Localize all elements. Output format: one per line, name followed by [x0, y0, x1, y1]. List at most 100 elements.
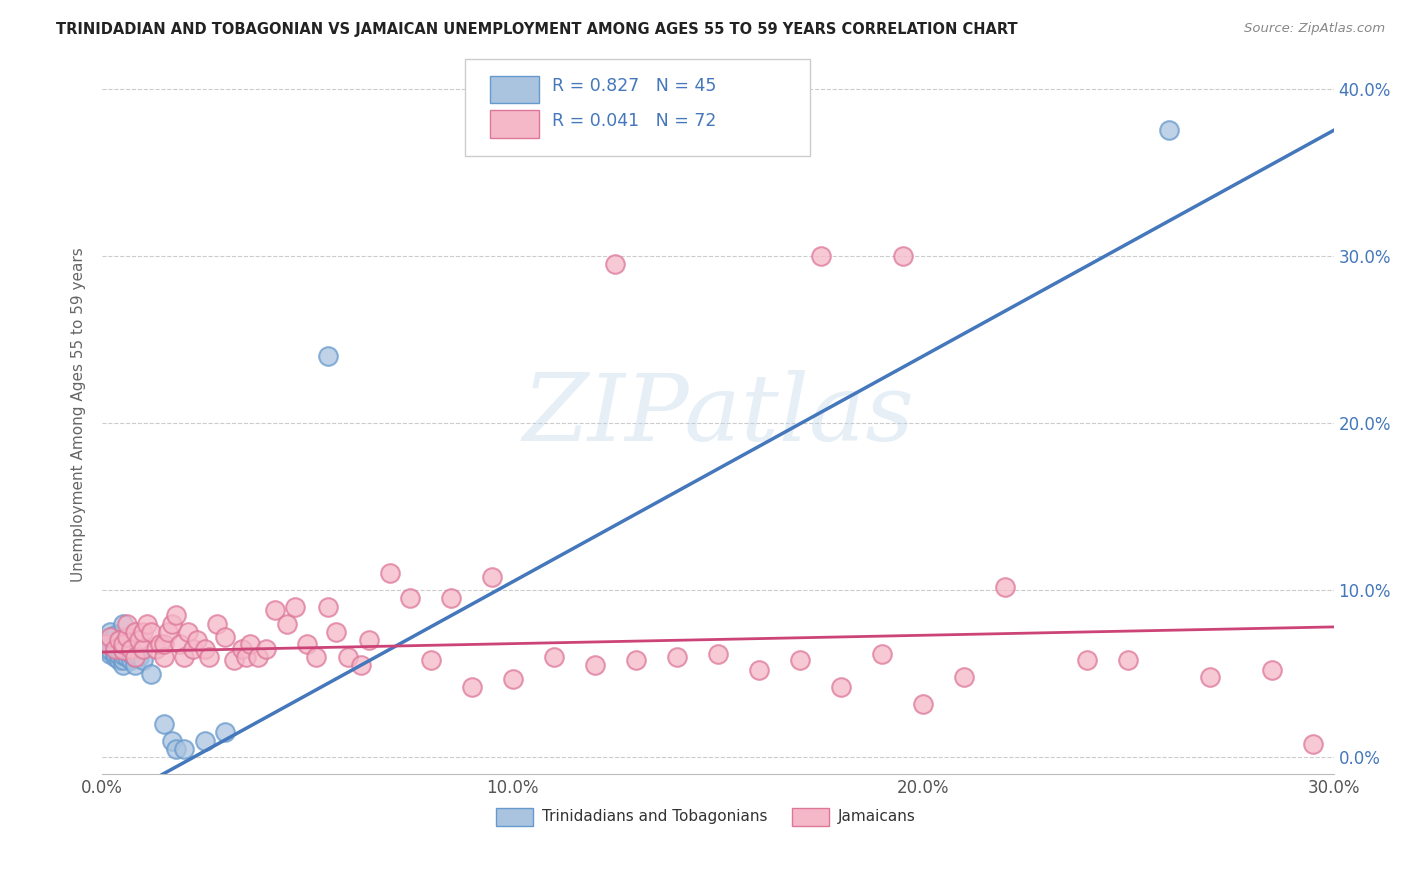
- Text: R = 0.827   N = 45: R = 0.827 N = 45: [551, 77, 716, 95]
- Point: [128, 633, 150, 648]
- Text: TRINIDADIAN AND TOBAGONIAN VS JAMAICAN UNEMPLOYMENT AMONG AGES 55 TO 59 YEARS CO: TRINIDADIAN AND TOBAGONIAN VS JAMAICAN U…: [56, 22, 1018, 37]
- Point: [912, 697, 935, 711]
- Point: [173, 650, 195, 665]
- Point: [830, 680, 852, 694]
- Point: [378, 566, 401, 581]
- Point: [707, 647, 730, 661]
- Point: [624, 653, 647, 667]
- Bar: [491, 111, 540, 137]
- Point: [1076, 653, 1098, 667]
- Point: [357, 633, 380, 648]
- Point: [810, 249, 832, 263]
- Point: [149, 637, 172, 651]
- Point: [263, 603, 285, 617]
- Point: [247, 650, 270, 665]
- Point: [111, 643, 134, 657]
- Point: [186, 633, 208, 648]
- Point: [305, 650, 328, 665]
- Point: [198, 650, 221, 665]
- Point: [214, 725, 236, 739]
- Point: [120, 647, 142, 661]
- Point: [165, 608, 187, 623]
- Point: [284, 599, 307, 614]
- Point: [96, 637, 118, 651]
- Text: Source: ZipAtlas.com: Source: ZipAtlas.com: [1244, 22, 1385, 36]
- Point: [350, 658, 373, 673]
- Point: [100, 633, 122, 648]
- Point: [103, 647, 125, 661]
- Point: [107, 653, 129, 667]
- Point: [1159, 123, 1181, 137]
- Point: [100, 630, 122, 644]
- Point: [665, 650, 688, 665]
- Point: [96, 633, 118, 648]
- Point: [111, 637, 134, 651]
- Point: [107, 638, 129, 652]
- Point: [103, 638, 125, 652]
- Point: [1199, 670, 1222, 684]
- Point: [181, 641, 204, 656]
- Point: [100, 630, 122, 644]
- Point: [103, 633, 125, 648]
- Bar: [496, 808, 533, 826]
- Point: [107, 643, 129, 657]
- Point: [316, 349, 339, 363]
- Point: [96, 641, 118, 656]
- Point: [124, 624, 146, 639]
- Point: [605, 257, 627, 271]
- Point: [111, 653, 134, 667]
- Point: [870, 647, 893, 661]
- Text: Trinidadians and Tobagonians: Trinidadians and Tobagonians: [541, 809, 768, 824]
- Point: [100, 637, 122, 651]
- Point: [111, 638, 134, 652]
- Point: [141, 666, 163, 681]
- Point: [120, 653, 142, 667]
- Point: [994, 580, 1017, 594]
- FancyBboxPatch shape: [465, 59, 810, 156]
- Point: [789, 653, 811, 667]
- Point: [132, 624, 155, 639]
- Point: [111, 648, 134, 663]
- Point: [419, 653, 441, 667]
- Point: [1302, 737, 1324, 751]
- Point: [502, 672, 524, 686]
- Point: [891, 249, 914, 263]
- Point: [107, 633, 129, 648]
- Point: [156, 624, 179, 639]
- Point: [115, 616, 138, 631]
- Point: [460, 680, 482, 694]
- Point: [100, 643, 122, 657]
- Point: [152, 637, 174, 651]
- Point: [160, 733, 183, 747]
- Text: R = 0.041   N = 72: R = 0.041 N = 72: [551, 112, 716, 129]
- Point: [100, 624, 122, 639]
- Point: [169, 637, 191, 651]
- Point: [440, 591, 463, 606]
- Point: [543, 650, 565, 665]
- Point: [583, 658, 606, 673]
- Point: [325, 624, 347, 639]
- Point: [96, 637, 118, 651]
- Point: [194, 733, 217, 747]
- Point: [1118, 653, 1140, 667]
- Point: [124, 650, 146, 665]
- Point: [145, 641, 167, 656]
- Point: [141, 624, 163, 639]
- Point: [254, 641, 277, 656]
- Bar: [491, 76, 540, 103]
- Point: [152, 717, 174, 731]
- Point: [160, 616, 183, 631]
- Point: [748, 664, 770, 678]
- Point: [132, 641, 155, 656]
- Point: [399, 591, 422, 606]
- Point: [231, 641, 253, 656]
- Point: [103, 641, 125, 656]
- Point: [276, 616, 298, 631]
- Point: [103, 641, 125, 656]
- Point: [103, 628, 125, 642]
- Point: [235, 650, 257, 665]
- Point: [239, 637, 262, 651]
- Point: [124, 658, 146, 673]
- Text: ZIPatlas: ZIPatlas: [522, 369, 914, 459]
- Point: [103, 650, 125, 665]
